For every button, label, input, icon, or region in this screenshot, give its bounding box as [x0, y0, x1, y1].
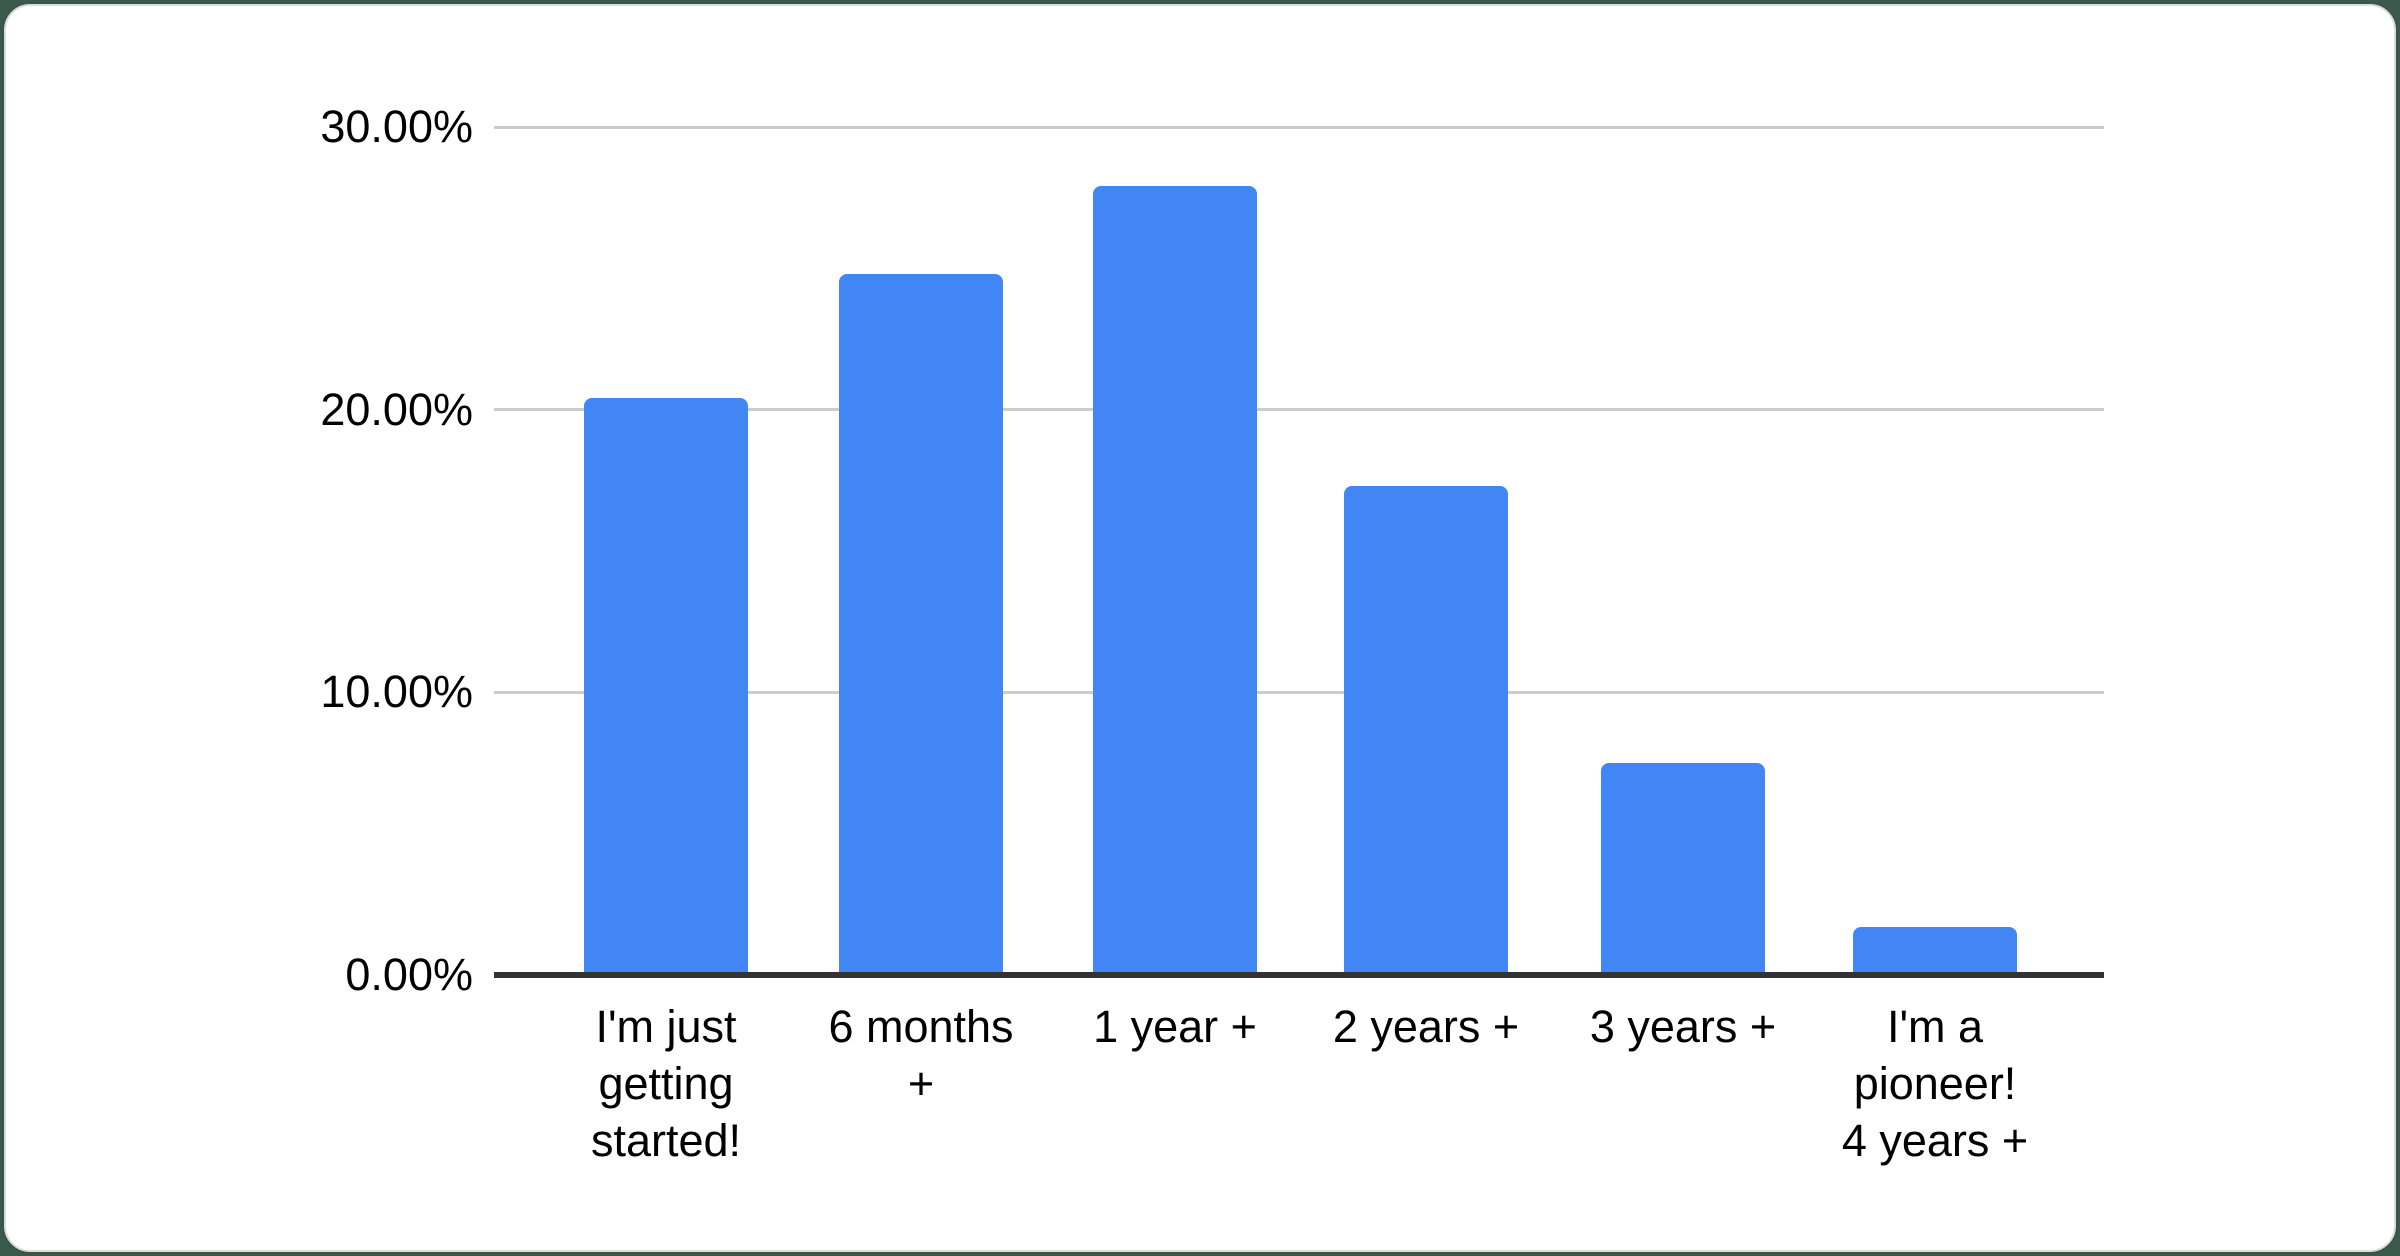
bar-6	[1853, 926, 2017, 973]
x-axis-label-1: I'm just getting started!	[506, 998, 826, 1169]
gridline-20	[494, 408, 2104, 412]
bar-3	[1093, 186, 1257, 973]
y-tick-label-10: 10.00%	[320, 666, 473, 718]
x-axis-label-6: I'm a pioneer! 4 years +	[1775, 998, 2095, 1169]
x-axis-label-line: I'm just	[595, 1001, 737, 1052]
y-tick-label-20: 20.00%	[320, 383, 473, 435]
x-axis-label-line: +	[907, 1058, 935, 1109]
x-axis-label-line: pioneer!	[1853, 1058, 2017, 1109]
x-axis-label-2: 6 months +	[761, 998, 1081, 1112]
bar-2	[839, 273, 1003, 973]
x-axis-line	[494, 972, 2104, 978]
gridline-30	[494, 125, 2104, 129]
bar-1	[584, 398, 748, 973]
y-tick-label-30: 30.00%	[320, 101, 473, 152]
x-axis-label-line: 2 years +	[1332, 1001, 1520, 1052]
bar-chart-plot-area: 30.00% 20.00% 10.00% 0.00% I'm just getting s…	[6, 6, 2394, 1250]
x-axis-label-line: 1 year +	[1093, 1001, 1257, 1052]
x-axis-label-4: 2 years +	[1266, 998, 1586, 1055]
x-axis-label-line: 3 years +	[1589, 1001, 1777, 1052]
x-axis-label-line: I'm a	[1886, 1001, 1984, 1052]
chart-card: 30.00% 20.00% 10.00% 0.00% I'm just getting s…	[4, 4, 2396, 1252]
bar-4	[1344, 485, 1508, 973]
bar-5	[1601, 763, 1765, 973]
x-axis-label-3: 1 year +	[1015, 998, 1335, 1055]
y-tick-label-0: 0.00%	[345, 949, 473, 1000]
x-axis-label-line: 6 months	[828, 1001, 1014, 1052]
x-axis-label-line: 4 years +	[1841, 1115, 2029, 1166]
x-axis-label-line: started!	[590, 1115, 742, 1166]
gridline-10	[494, 690, 2104, 694]
x-axis-label-line: getting	[598, 1058, 734, 1109]
x-axis-label-5: 3 years +	[1523, 998, 1843, 1055]
